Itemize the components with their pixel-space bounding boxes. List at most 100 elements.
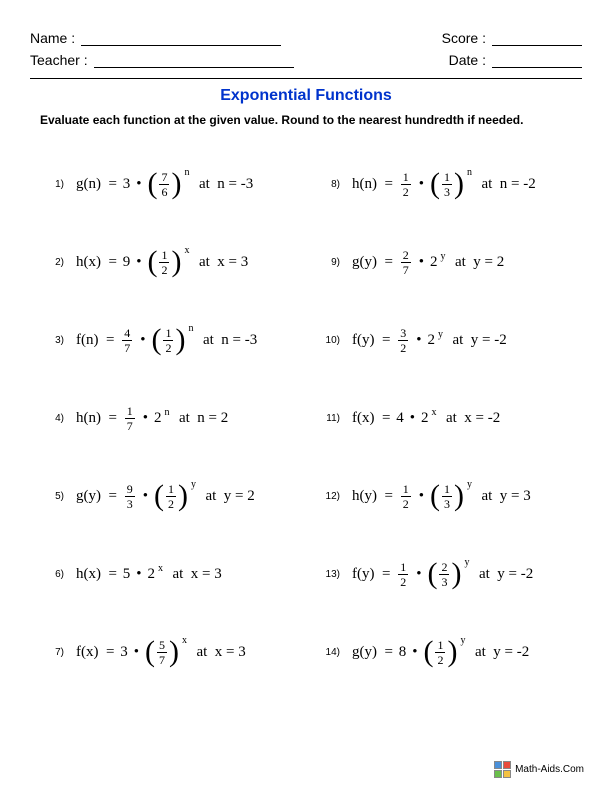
coefficient-fraction: 27	[401, 249, 411, 276]
multiply-dot: •	[136, 176, 141, 193]
at-clause: at y = 2	[198, 488, 255, 505]
base-fraction: (13)	[430, 483, 464, 510]
worksheet-title: Exponential Functions	[30, 87, 582, 105]
coefficient: 5	[123, 566, 131, 583]
coefficient: 4	[396, 410, 404, 427]
base-fraction: (13)	[430, 171, 464, 198]
at-clause: at n = -2	[474, 176, 536, 193]
header-row-1: Name : Score :	[30, 30, 582, 46]
at-clause: at y = -2	[471, 566, 533, 583]
multiply-dot: •	[134, 644, 139, 661]
problem: 12) h(y) = 12•(13)y at y = 3	[316, 457, 572, 535]
base-fraction-value: 13	[442, 171, 452, 198]
exponent: y	[440, 251, 445, 262]
at-clause: at y = -2	[467, 644, 529, 661]
problem-number: 12)	[316, 491, 340, 502]
multiply-dot: •	[143, 488, 148, 505]
base-fraction-value: 76	[159, 171, 169, 198]
problem: 3) f(n) = 47•(12)n at n = -3	[40, 301, 296, 379]
score-field: Score :	[442, 30, 582, 46]
exponent: n	[184, 167, 189, 178]
right-paren: )	[451, 563, 461, 584]
footer-text: Math-Aids.Com	[515, 764, 584, 775]
problem-number: 5)	[40, 491, 64, 502]
problem-number: 6)	[40, 569, 64, 580]
coefficient-fraction: 32	[398, 327, 408, 354]
base-fraction-value: 12	[166, 483, 176, 510]
problem-expression: h(y) = 12•(13)y at y = 3	[352, 483, 531, 510]
exponent: n	[164, 407, 169, 418]
right-paren: )	[178, 485, 188, 506]
teacher-input-line[interactable]	[94, 54, 294, 68]
base-fraction-value: 12	[163, 327, 173, 354]
problem-number: 4)	[40, 413, 64, 424]
base-int: 2	[421, 410, 429, 427]
score-input-line[interactable]	[492, 32, 582, 46]
base-int: 2	[154, 410, 162, 427]
function-name: f(x) =	[352, 410, 394, 427]
base-fraction-value: 23	[439, 561, 449, 588]
header-divider	[30, 78, 582, 79]
name-input-line[interactable]	[81, 32, 281, 46]
right-paren: )	[171, 173, 181, 194]
problem-number: 1)	[40, 179, 64, 190]
exponent: x	[184, 245, 189, 256]
function-name: h(y) =	[352, 488, 397, 505]
function-name: f(x) =	[76, 644, 118, 661]
problem-expression: g(n) = 3•(76)n at n = -3	[76, 171, 253, 198]
problem: 6)h(x) = 5•2x at x = 3	[40, 535, 296, 613]
right-paren: )	[175, 329, 185, 350]
teacher-field: Teacher :	[30, 52, 294, 68]
at-clause: at n = -3	[191, 176, 253, 193]
instruction-text: Evaluate each function at the given valu…	[40, 113, 572, 127]
base-fraction-value: 12	[435, 639, 445, 666]
problem-expression: f(x) = 4•2x at x = -2	[352, 410, 500, 427]
multiply-dot: •	[419, 176, 424, 193]
problem-number: 9)	[316, 257, 340, 268]
base-int: 2	[430, 254, 438, 271]
problems-grid: 1)g(n) = 3•(76)n at n = -38)h(n) = 12•(1…	[30, 145, 582, 691]
function-name: h(n) =	[352, 176, 397, 193]
multiply-dot: •	[419, 254, 424, 271]
left-paren: (	[430, 485, 440, 506]
problem-number: 11)	[316, 413, 340, 424]
right-paren: )	[171, 251, 181, 272]
coefficient: 9	[123, 254, 131, 271]
problem: 14)g(y) = 8•(12)y at y = -2	[316, 613, 572, 691]
multiply-dot: •	[412, 644, 417, 661]
problem: 9)g(y) = 27•2y at y = 2	[316, 223, 572, 301]
exponent: n	[467, 167, 472, 178]
base-fraction-value: 13	[442, 483, 452, 510]
date-field: Date :	[449, 52, 582, 68]
multiply-dot: •	[410, 410, 415, 427]
coefficient-fraction: 17	[125, 405, 135, 432]
function-name: g(y) =	[352, 644, 397, 661]
right-paren: )	[169, 641, 179, 662]
problem-number: 7)	[40, 647, 64, 658]
date-input-line[interactable]	[492, 54, 582, 68]
problem: 13)f(y) = 12•(23)y at y = -2	[316, 535, 572, 613]
exponent: y	[460, 635, 465, 646]
problem-number: 3)	[40, 335, 64, 346]
exponent: y	[191, 479, 196, 490]
base-fraction-value: 57	[157, 639, 167, 666]
multiply-dot: •	[416, 332, 421, 349]
coefficient: 3	[123, 176, 131, 193]
at-clause: at n = -3	[195, 332, 257, 349]
base-fraction: (12)	[151, 327, 185, 354]
problem-expression: f(n) = 47•(12)n at n = -3	[76, 327, 257, 354]
base-int: 2	[147, 566, 155, 583]
coefficient-fraction: 12	[401, 483, 411, 510]
function-name: f(y) =	[352, 332, 394, 349]
problem: 1)g(n) = 3•(76)n at n = -3	[40, 145, 296, 223]
base-fraction: (57)	[145, 639, 179, 666]
exponent: n	[188, 323, 193, 334]
problem: 7)f(x) = 3•(57)x at x = 3	[40, 613, 296, 691]
problem: 10)f(y) = 32•2y at y = -2	[316, 301, 572, 379]
at-clause: at y = -2	[445, 332, 507, 349]
base-fraction: (12)	[154, 483, 188, 510]
left-paren: (	[147, 173, 157, 194]
coefficient-fraction: 93	[125, 483, 135, 510]
base-fraction: (23)	[427, 561, 461, 588]
exponent: y	[467, 479, 472, 490]
